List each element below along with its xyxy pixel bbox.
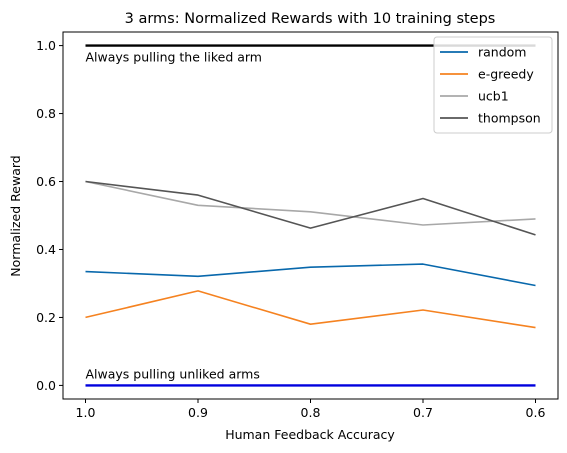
legend-box [433,36,553,134]
x-tick-label: 1.0 [76,405,96,420]
reference-annotation-1: Always pulling the liked arm [86,50,262,65]
y-axis-label: Normalized Reward [8,155,23,276]
y-tick-label: 0.6 [36,174,56,189]
y-tick-label: 0.8 [36,106,56,121]
y-tick-label: 1.0 [36,38,56,53]
legend-label-ucb1: ucb1 [478,89,509,104]
plot-area: Always pulling the liked arm Always pulli… [85,44,536,387]
series-line-thompson [85,180,536,236]
y-tick-label: 0.2 [36,310,56,325]
legend: random e-greedy ucb1 thompson [433,36,553,134]
x-tick-label: 0.6 [526,405,546,420]
chart-title: 3 arms: Normalized Rewards with 10 train… [125,11,496,27]
axes: 0.0 0.2 0.4 0.6 0.8 1.0 1.0 0.9 0.8 0.7 0.6 [36,38,545,420]
series-line-e-greedy [85,290,536,329]
x-tick-label: 0.8 [301,405,321,420]
legend-label-random: random [478,45,526,60]
x-tick-label: 0.7 [413,405,433,420]
x-tick-label: 0.9 [188,405,208,420]
reference-annotation-2: Always pulling unliked arms [86,366,260,381]
legend-label-thompson: thompson [478,111,541,126]
y-tick-label: 0.0 [36,378,56,393]
y-tick-label: 0.4 [36,242,56,257]
x-axis-label: Human Feedback Accuracy [225,427,395,442]
legend-label-e-greedy: e-greedy [478,67,534,82]
series-line-random [85,263,536,287]
series-line-ucb1 [85,180,536,226]
